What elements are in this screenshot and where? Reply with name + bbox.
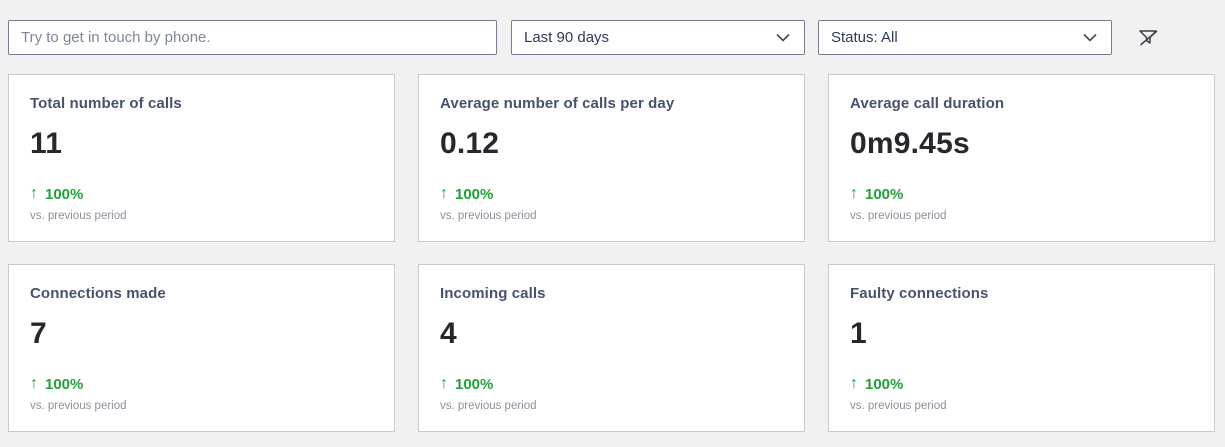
card-value: 0m9.45s — [850, 127, 970, 160]
comparison-label: vs. previous period — [850, 400, 947, 412]
card-change: ↑ 100% — [850, 375, 1194, 393]
trend-up-icon: ↑ — [850, 375, 858, 392]
card-change: ↑ 100% — [440, 375, 784, 393]
card-value: 4 — [440, 317, 457, 350]
trend-up-icon: ↑ — [30, 185, 38, 202]
change-percent: 100% — [865, 185, 904, 203]
card-title: Average number of calls per day — [440, 95, 675, 112]
card-title: Connections made — [30, 285, 166, 302]
filter-bar: Last 90 days Status: All — [0, 0, 1225, 55]
comparison-label: vs. previous period — [440, 400, 537, 412]
trend-up-icon: ↑ — [440, 185, 448, 202]
change-percent: 100% — [865, 375, 904, 393]
card-change: ↑ 100% — [30, 185, 374, 203]
chevron-down-icon — [776, 33, 790, 42]
change-percent: 100% — [45, 185, 84, 203]
period-dropdown[interactable]: Last 90 days — [511, 20, 805, 55]
metric-card-incoming-calls: Incoming calls 4 ↑ 100% vs. previous per… — [418, 264, 805, 432]
search-input[interactable] — [8, 20, 497, 55]
change-percent: 100% — [455, 185, 494, 203]
clear-filters-button[interactable] — [1134, 24, 1162, 52]
card-title: Average call duration — [850, 95, 1005, 112]
comparison-label: vs. previous period — [850, 210, 947, 222]
metric-card-avg-call-duration: Average call duration 0m9.45s ↑ 100% vs.… — [828, 74, 1215, 242]
card-change: ↑ 100% — [30, 375, 374, 393]
card-value: 11 — [30, 127, 63, 160]
metric-card-connections-made: Connections made 7 ↑ 100% vs. previous p… — [8, 264, 395, 432]
metrics-grid: Total number of calls 11 ↑ 100% vs. prev… — [8, 74, 1215, 432]
card-value: 7 — [30, 317, 47, 350]
metric-card-avg-calls-per-day: Average number of calls per day 0.12 ↑ 1… — [418, 74, 805, 242]
comparison-label: vs. previous period — [30, 210, 127, 222]
card-title: Incoming calls — [440, 285, 546, 302]
card-value: 0.12 — [440, 127, 500, 160]
card-title: Faulty connections — [850, 285, 989, 302]
metric-card-total-calls: Total number of calls 11 ↑ 100% vs. prev… — [8, 74, 395, 242]
status-dropdown[interactable]: Status: All — [818, 20, 1112, 55]
trend-up-icon: ↑ — [440, 375, 448, 392]
card-value: 1 — [850, 317, 867, 350]
card-change: ↑ 100% — [440, 185, 784, 203]
period-dropdown-value: Last 90 days — [524, 29, 610, 46]
trend-up-icon: ↑ — [850, 185, 858, 202]
change-percent: 100% — [45, 375, 84, 393]
comparison-label: vs. previous period — [440, 210, 537, 222]
card-change: ↑ 100% — [850, 185, 1194, 203]
trend-up-icon: ↑ — [30, 375, 38, 392]
status-dropdown-value: Status: All — [831, 29, 898, 46]
change-percent: 100% — [455, 375, 494, 393]
comparison-label: vs. previous period — [30, 400, 127, 412]
chevron-down-icon — [1083, 33, 1097, 42]
card-title: Total number of calls — [30, 95, 182, 112]
clear-filter-icon — [1138, 30, 1157, 46]
metric-card-faulty-connections: Faulty connections 1 ↑ 100% vs. previous… — [828, 264, 1215, 432]
